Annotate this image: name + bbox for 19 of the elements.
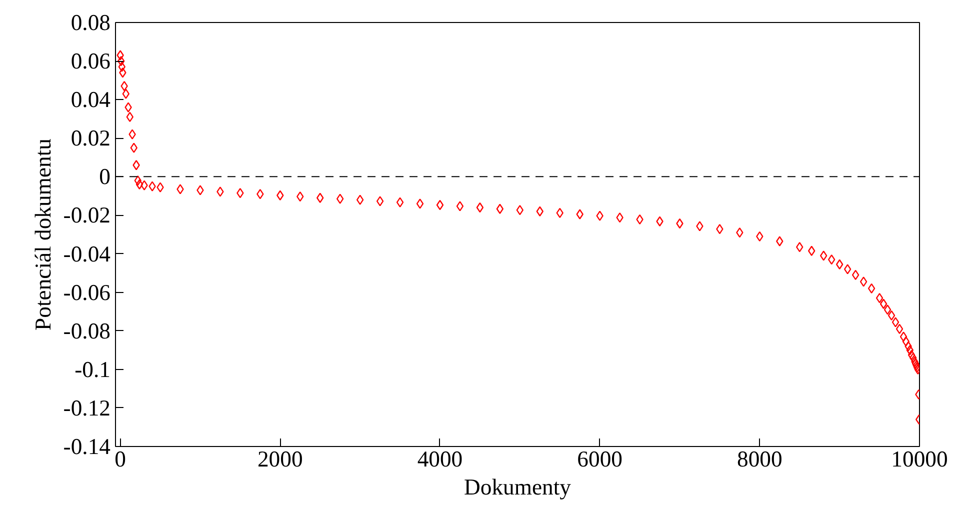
y-tick-label: -0.1 [74,356,111,382]
y-tick-label: -0.06 [63,280,111,305]
y-tick-label: -0.12 [63,395,111,420]
y-tick-label: -0.04 [63,241,111,266]
y-tick-label: 0.08 [70,10,111,35]
y-tick-label: 0.02 [70,126,111,151]
y-tick-label: -0.02 [63,202,111,228]
x-tick-label: 10000 [891,446,948,472]
y-tick-label: 0 [99,164,110,190]
y-tick-label: 0.04 [70,87,111,112]
x-tick-label: 2000 [257,446,303,472]
x-axis-title: Dokumenty [464,474,572,500]
x-tick-label: 4000 [417,446,463,472]
y-tick-label: 0.06 [70,48,111,74]
y-tick-label: -0.08 [63,318,111,344]
x-tick-label: 6000 [577,446,622,472]
x-tick-label: 8000 [737,446,782,472]
y-tick-label: -0.14 [63,434,111,459]
y-axis-title: Potenciál dokumentu [30,138,56,330]
